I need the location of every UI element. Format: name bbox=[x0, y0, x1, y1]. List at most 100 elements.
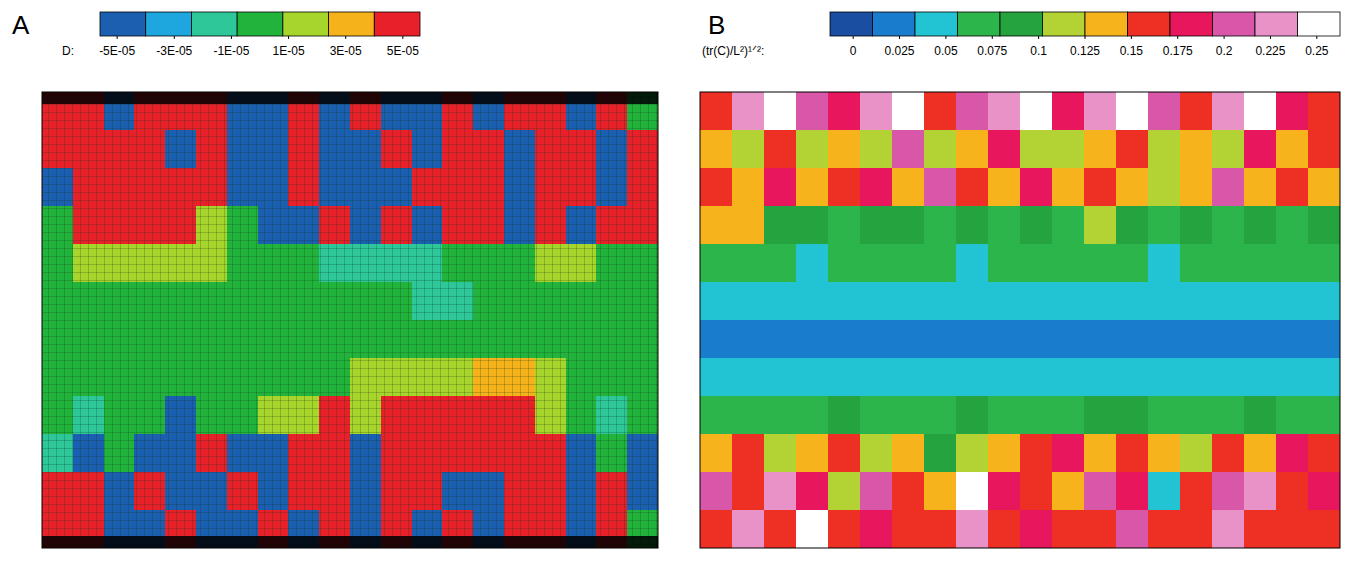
heatmap-cell bbox=[732, 472, 765, 511]
heatmap-cell bbox=[1180, 434, 1213, 473]
colorbar-tick bbox=[992, 36, 993, 39]
colorbar-tick-label: 0.225 bbox=[1255, 44, 1285, 58]
heatmap-cell bbox=[956, 206, 989, 245]
heatmap-cell bbox=[860, 244, 893, 283]
heatmap-cell bbox=[732, 92, 765, 131]
heatmap-cell bbox=[828, 206, 861, 245]
heatmap-cell bbox=[1116, 472, 1149, 511]
colorbar-bin bbox=[374, 12, 420, 36]
colorbar-tick bbox=[899, 36, 900, 39]
heatmap-cell bbox=[860, 92, 893, 131]
heatmap-cell bbox=[1084, 472, 1117, 511]
heatmap-cell bbox=[956, 320, 989, 359]
colorbar-tick bbox=[231, 36, 232, 39]
heatmap-cell bbox=[1276, 282, 1309, 321]
heatmap-cell bbox=[1020, 130, 1053, 169]
colorbar-tick-label: -5E-05 bbox=[99, 44, 135, 58]
heatmap-cell bbox=[1116, 92, 1149, 131]
heatmap-cell bbox=[988, 396, 1021, 435]
heatmap-cell bbox=[700, 282, 733, 321]
heatmap-cell bbox=[1212, 168, 1245, 207]
colorbar-bin bbox=[237, 12, 283, 36]
heatmap-cell bbox=[1148, 130, 1181, 169]
heatmap-cell bbox=[924, 472, 957, 511]
heatmap-cell bbox=[1276, 244, 1309, 283]
colorbar-tick-label: 5E-05 bbox=[387, 44, 419, 58]
heatmap-cell bbox=[1276, 320, 1309, 359]
heatmap-cell bbox=[764, 358, 797, 397]
heatmap-cell bbox=[1212, 130, 1245, 169]
colorbar-bin bbox=[1043, 12, 1086, 36]
heatmap-cell bbox=[700, 130, 733, 169]
heatmap-cell bbox=[700, 244, 733, 283]
heatmap-cell bbox=[1116, 510, 1149, 548]
heatmap-cell bbox=[1276, 130, 1309, 169]
heatmap-cell bbox=[764, 472, 797, 511]
heatmap-cell bbox=[988, 320, 1021, 359]
heatmap-cell bbox=[828, 130, 861, 169]
heatmap-cell bbox=[924, 168, 957, 207]
colorbar-tick-label: 3E-05 bbox=[330, 44, 362, 58]
heatmap-cell bbox=[700, 320, 733, 359]
heatmap-cell bbox=[828, 282, 861, 321]
heatmap-cell bbox=[764, 434, 797, 473]
heatmap-cell bbox=[796, 282, 829, 321]
heatmap-cell bbox=[988, 206, 1021, 245]
colorbar-bin bbox=[1085, 12, 1128, 36]
heatmap-cell bbox=[924, 320, 957, 359]
colorbar-bin bbox=[1170, 12, 1213, 36]
heatmap-cell bbox=[1116, 244, 1149, 283]
colorbar-bin bbox=[1298, 12, 1341, 36]
colorbar-tick bbox=[1270, 36, 1271, 39]
heatmap-cell bbox=[764, 244, 797, 283]
colorbar-bin bbox=[830, 12, 873, 36]
heatmap-cell bbox=[1244, 396, 1277, 435]
heatmap-cell bbox=[828, 244, 861, 283]
heatmap-cell bbox=[1148, 206, 1181, 245]
heatmap-cell bbox=[732, 244, 765, 283]
heatmap-cell bbox=[1052, 472, 1085, 511]
heatmap-cell bbox=[764, 510, 797, 548]
heatmap-cell bbox=[1244, 434, 1277, 473]
heatmap-cell bbox=[1084, 396, 1117, 435]
heatmap-cell bbox=[1084, 320, 1117, 359]
heatmap-cell bbox=[1084, 434, 1117, 473]
heatmap-cell bbox=[1148, 472, 1181, 511]
heatmap-cell bbox=[1308, 358, 1340, 397]
heatmap-cell bbox=[1244, 206, 1277, 245]
heatmap-cell bbox=[1052, 282, 1085, 321]
colorbar-bin bbox=[958, 12, 1001, 36]
heatmap-cell bbox=[956, 434, 989, 473]
panel-letter: B bbox=[708, 10, 725, 40]
heatmap-cell bbox=[1180, 244, 1213, 283]
heatmap-cell bbox=[700, 472, 733, 511]
heatmap-cell bbox=[1308, 130, 1340, 169]
heatmap-cell bbox=[924, 130, 957, 169]
colorbar-bin bbox=[329, 12, 375, 36]
heatmap-cell bbox=[956, 358, 989, 397]
heatmap-cell bbox=[1244, 168, 1277, 207]
heatmap-cell bbox=[764, 168, 797, 207]
heatmap-cell bbox=[1308, 282, 1340, 321]
heatmap-cell bbox=[828, 434, 861, 473]
heatmap-cell bbox=[1276, 92, 1309, 131]
heatmap-cell bbox=[892, 92, 925, 131]
heatmap-cell bbox=[892, 472, 925, 511]
heatmap-cell bbox=[1084, 168, 1117, 207]
heatmap-cell bbox=[956, 396, 989, 435]
heatmap-cell bbox=[1276, 168, 1309, 207]
heatmap-cell bbox=[1308, 168, 1340, 207]
heatmap-cell bbox=[1308, 472, 1340, 511]
heatmap-cell bbox=[732, 168, 765, 207]
heatmap-cell bbox=[1212, 396, 1245, 435]
heatmap-cell bbox=[860, 358, 893, 397]
heatmap-cell bbox=[796, 130, 829, 169]
heatmap-cell bbox=[892, 358, 925, 397]
colorbar-tick-label: 0.05 bbox=[934, 44, 958, 58]
heatmap-cell bbox=[1308, 434, 1340, 473]
colorbar-tick-label: 0.075 bbox=[977, 44, 1007, 58]
heatmap-cell bbox=[796, 472, 829, 511]
colorbar-bin bbox=[1255, 12, 1298, 36]
heatmap-cell bbox=[700, 510, 733, 548]
heatmap-cell bbox=[1308, 206, 1340, 245]
